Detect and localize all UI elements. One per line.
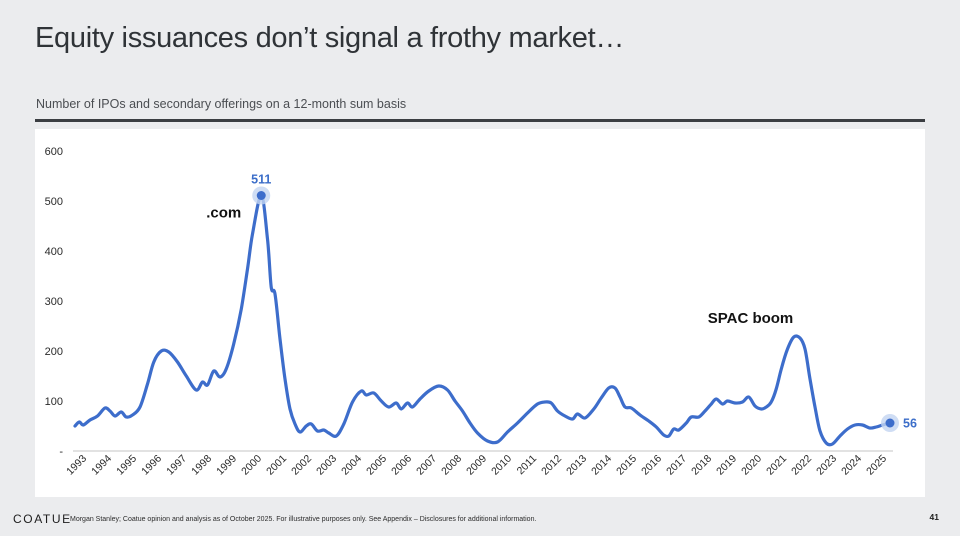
x-tick-label: 2017 (664, 453, 689, 478)
x-tick-label: 2007 (414, 453, 439, 478)
x-tick-label: 2021 (764, 453, 789, 478)
x-tick-label: 2012 (539, 453, 564, 478)
title-divider (35, 119, 925, 122)
x-tick-label: 2010 (489, 453, 514, 478)
x-tick-label: 2022 (789, 453, 814, 478)
y-tick-label: - (59, 446, 63, 458)
chart-card: 600 500 400 300 200 100-1993 1994 1995 1996 1997 1… (35, 129, 925, 497)
x-tick-label: 2015 (614, 453, 639, 478)
x-tick-label: 2009 (464, 453, 489, 478)
x-tick-label: 1996 (139, 453, 164, 478)
x-axis-labels: 1993 1994 1995 1996 1997 1998 1999 2000 2001 2002… (64, 453, 889, 478)
x-tick-label: 2019 (714, 453, 739, 478)
x-tick-label: 1999 (214, 453, 239, 478)
y-tick-label: 500 (45, 196, 63, 208)
text-annotation: SPAC boom (708, 310, 794, 327)
x-tick-label: 2004 (339, 453, 364, 478)
x-tick-label: 1998 (189, 453, 214, 478)
x-tick-label: 1994 (89, 453, 114, 478)
slide-title: Equity issuances don’t signal a frothy m… (35, 22, 625, 54)
x-tick-label: 2018 (689, 453, 714, 478)
x-tick-label: 2024 (839, 453, 864, 478)
y-tick-label: 600 (45, 146, 63, 158)
marker-dot (885, 418, 895, 428)
x-tick-label: 2005 (364, 453, 389, 478)
x-tick-label: 1995 (114, 453, 139, 478)
text-annotation: .com (206, 205, 241, 222)
x-tick-label: 2001 (264, 453, 289, 478)
x-tick-label: 2000 (239, 453, 264, 478)
x-tick-label: 2008 (439, 453, 464, 478)
y-tick-label: 100 (45, 396, 63, 408)
x-tick-label: 2006 (389, 453, 414, 478)
y-tick-label: 300 (45, 296, 63, 308)
series-line (73, 193, 892, 447)
x-tick-label: 1997 (164, 453, 189, 478)
x-tick-label: 2025 (864, 453, 889, 478)
value-annotation: 511 (251, 173, 271, 187)
footer-disclaimer: Morgan Stanley; Coatue opinion and analy… (70, 516, 537, 523)
x-tick-label: 2023 (814, 453, 839, 478)
x-tick-label: 2003 (314, 453, 339, 478)
y-tick-label: 200 (45, 346, 63, 358)
x-tick-label: 2016 (639, 453, 664, 478)
x-tick-label: 2011 (515, 453, 540, 478)
x-tick-label: 2020 (739, 453, 764, 478)
chart-subtitle: Number of IPOs and secondary offerings o… (36, 97, 407, 111)
x-tick-label: 2002 (289, 453, 314, 478)
coatue-logo: COATUE (13, 512, 72, 526)
y-tick-label: 400 (45, 246, 63, 258)
x-tick-label: 2014 (589, 453, 614, 478)
y-axis-labels: 600 500 400 300 200 100 - (45, 146, 64, 458)
marker-dot (256, 191, 266, 200)
x-tick-label: 1993 (64, 453, 89, 478)
page-number: 41 (929, 512, 939, 522)
x-tick-label: 2013 (564, 453, 589, 478)
value-annotation: 56 (903, 417, 917, 431)
